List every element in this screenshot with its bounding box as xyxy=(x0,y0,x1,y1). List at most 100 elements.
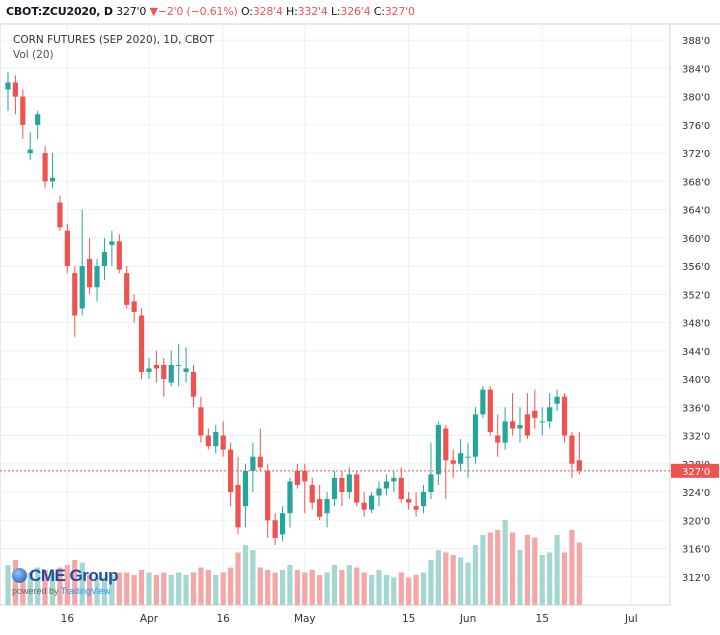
candle-body xyxy=(57,202,63,228)
x-tick-label: Jun xyxy=(459,613,476,625)
candle-body xyxy=(317,499,323,517)
volume-bar xyxy=(317,575,323,605)
y-tick-label: 312'0 xyxy=(682,573,710,584)
volume-bar xyxy=(265,570,271,605)
candle-body xyxy=(190,371,197,397)
candle-body xyxy=(228,449,234,493)
y-tick-label: 364'0 xyxy=(682,206,710,217)
candle-body xyxy=(561,396,568,436)
candle-body xyxy=(242,470,249,507)
candle-body xyxy=(12,82,19,97)
candle-body xyxy=(101,251,108,267)
candle-body xyxy=(42,153,48,182)
volume-bar xyxy=(279,570,286,605)
candle-body xyxy=(443,428,449,461)
volume-bar xyxy=(480,535,486,605)
volume-bar xyxy=(309,570,315,605)
y-tick-label: 332'0 xyxy=(682,432,710,443)
candle-body xyxy=(20,96,26,125)
candle-body xyxy=(205,435,211,447)
volume-bar xyxy=(190,572,197,605)
y-tick-label: 372'0 xyxy=(682,149,710,160)
volume-bar xyxy=(27,572,33,605)
candle-body xyxy=(450,460,456,464)
y-tick-label: 368'0 xyxy=(682,177,710,188)
volume-bar xyxy=(487,532,493,605)
candle-body xyxy=(146,368,152,372)
candle-body xyxy=(161,364,167,380)
volume-legend: Vol (20) xyxy=(13,49,54,61)
candle-body xyxy=(220,435,226,450)
low-value: 326'4 xyxy=(340,5,371,18)
volume-bar xyxy=(532,537,538,605)
chart-legend-title: CORN FUTURES (SEP 2020), 1D, CBOT xyxy=(13,34,214,46)
x-tick-label: 16 xyxy=(216,613,230,625)
volume-bar xyxy=(116,572,122,605)
candle-body xyxy=(368,495,375,510)
volume-bar xyxy=(428,560,434,605)
volume-bar xyxy=(220,572,226,605)
candle-body xyxy=(64,230,70,267)
y-tick-label: 352'0 xyxy=(682,290,710,301)
y-tick-label: 340'0 xyxy=(682,375,710,386)
candle-body xyxy=(361,502,367,510)
candle-body xyxy=(517,424,523,429)
volume-bar xyxy=(205,570,211,605)
candle-body xyxy=(27,149,33,154)
volume-bar xyxy=(131,575,137,605)
volume-bar xyxy=(554,535,560,605)
volume-bar xyxy=(539,555,545,605)
y-tick-label: 380'0 xyxy=(682,93,710,104)
volume-bar xyxy=(20,570,26,605)
volume-bar xyxy=(168,575,174,605)
x-tick-label: 15 xyxy=(402,613,415,625)
candle-body xyxy=(339,477,345,493)
candle-body xyxy=(324,499,330,514)
candle-body xyxy=(480,389,486,415)
x-tick-label: Apr xyxy=(140,613,159,625)
candle-body xyxy=(309,484,315,503)
y-tick-label: 348'0 xyxy=(682,319,710,330)
close-value: 327'0 xyxy=(384,5,415,18)
volume-bar xyxy=(12,560,19,605)
cme-group-logo[interactable]: CME Group powered by TradingView xyxy=(12,566,119,596)
candle-body xyxy=(576,460,582,471)
open-label: O: xyxy=(240,5,253,18)
candle-body xyxy=(539,421,545,423)
candle-body xyxy=(5,82,11,90)
y-tick-label: 388'0 xyxy=(682,36,710,47)
volume-bar xyxy=(450,555,456,605)
candle-body xyxy=(235,484,241,528)
volume-bar xyxy=(354,567,360,605)
candle-body xyxy=(569,435,575,464)
candle-body xyxy=(183,368,189,372)
candle-body xyxy=(116,241,122,270)
candle-body xyxy=(250,456,256,471)
open-value: 328'4 xyxy=(252,5,283,18)
volume-bar xyxy=(183,575,189,605)
volume-bar xyxy=(569,530,575,605)
candle-body xyxy=(383,481,390,489)
plot-area xyxy=(0,23,671,606)
candle-body xyxy=(420,492,427,507)
tradingview-link[interactable]: TradingView xyxy=(60,586,111,596)
volume-bar xyxy=(472,545,479,605)
candle-body xyxy=(153,364,159,369)
candle-body xyxy=(502,421,508,443)
volume-bar xyxy=(376,570,382,605)
candle-body xyxy=(294,470,300,485)
cme-brand-text: CME Group xyxy=(29,566,119,585)
volume-bar xyxy=(176,572,182,605)
candle-body xyxy=(213,432,219,447)
candle-body xyxy=(257,456,263,468)
volume-bar xyxy=(5,565,11,605)
volume-bar xyxy=(331,565,338,605)
candle-body xyxy=(265,470,271,521)
volume-bar xyxy=(228,567,234,605)
candle-body xyxy=(176,364,182,366)
volume-bar xyxy=(87,575,93,605)
last-price-tag xyxy=(671,463,719,478)
candle-body xyxy=(413,506,419,510)
